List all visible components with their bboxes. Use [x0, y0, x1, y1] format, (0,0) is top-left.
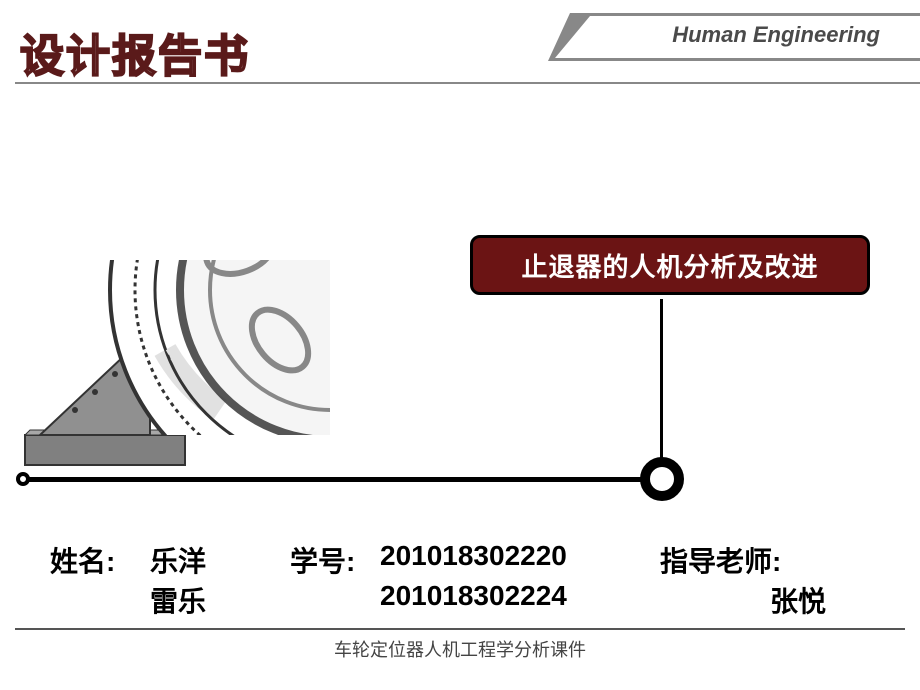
- node-start: [16, 472, 30, 486]
- subject-box: 止退器的人机分析及改进: [470, 235, 870, 295]
- top-horizontal-rule: [15, 82, 920, 84]
- bottom-horizontal-rule: [15, 628, 905, 630]
- advisor-label: 指导老师:: [660, 540, 781, 580]
- node-endpoint: [640, 457, 684, 501]
- connector-line: [660, 299, 663, 463]
- id-label: 学号:: [290, 540, 355, 580]
- student-name: 雷乐: [150, 580, 206, 620]
- student-name: 乐洋: [150, 540, 206, 580]
- footer-caption: 车轮定位器人机工程学分析课件: [0, 636, 920, 662]
- page-title: 设计报告书: [20, 20, 250, 84]
- advisor-name: 张悦: [770, 580, 826, 620]
- subject-text: 止退器的人机分析及改进: [521, 247, 818, 284]
- name-label: 姓名:: [50, 540, 115, 580]
- wheel-chock-illustration: ■ EC / ■■: [10, 260, 330, 480]
- header-label: Human Engineering: [672, 22, 880, 48]
- student-id: 201018302224: [380, 580, 567, 612]
- student-id: 201018302220: [380, 540, 567, 572]
- baseline: [20, 477, 660, 482]
